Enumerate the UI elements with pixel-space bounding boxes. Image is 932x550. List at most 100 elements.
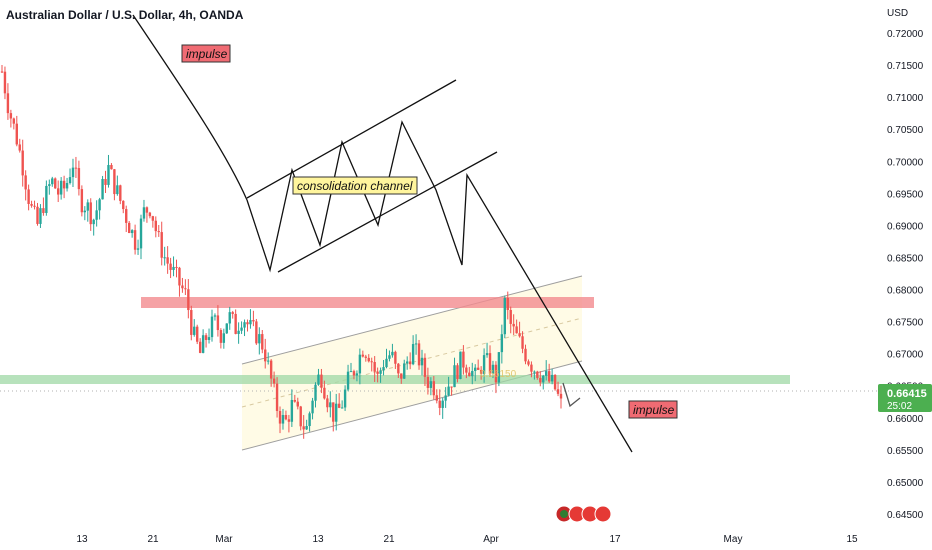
candle-body — [278, 411, 282, 424]
candle-body — [550, 374, 554, 382]
price-axis[interactable]: USD 0.72000 0.71500 0.71000 0.70500 0.70000 0… — [887, 8, 924, 521]
candle-body — [9, 113, 13, 119]
candle-body — [133, 230, 137, 250]
price-tick-label: 0.70000 — [887, 157, 924, 168]
support-zone[interactable] — [0, 375, 790, 384]
price-tick-label: 0.71500 — [887, 61, 924, 72]
time-tick-label: 17 — [609, 534, 621, 545]
candle-body — [113, 169, 116, 195]
candle-body — [317, 374, 320, 385]
candle-body — [323, 387, 326, 399]
candle-body — [337, 403, 341, 408]
candle-body — [207, 337, 211, 340]
candle-body — [361, 354, 365, 357]
impulse-label-box-top[interactable] — [181, 44, 231, 63]
candle-body — [302, 426, 305, 430]
consolidation-label-box[interactable] — [292, 176, 418, 195]
candle-body — [367, 357, 370, 362]
candle-body — [0, 71, 4, 73]
event-flag-icon-4[interactable] — [594, 505, 612, 523]
candle-body — [281, 415, 285, 424]
candle-body — [485, 353, 489, 356]
candle-body — [266, 360, 270, 362]
candle-body — [414, 343, 418, 345]
event-globe-icon — [560, 510, 568, 518]
candle-body — [249, 320, 252, 325]
candle-body — [225, 323, 228, 334]
candle-body — [216, 315, 220, 331]
candle-body — [59, 180, 63, 195]
candle-body — [258, 334, 261, 344]
resistance-zone[interactable] — [141, 297, 594, 308]
candle-body — [293, 399, 297, 402]
candle-body — [417, 343, 421, 366]
candle-body — [542, 375, 545, 383]
time-tick-label: 13 — [312, 534, 324, 545]
candle-body — [509, 310, 512, 324]
candle-body — [163, 257, 166, 259]
candle-body — [198, 341, 202, 353]
candle-body — [275, 383, 279, 412]
time-axis[interactable]: 13 21 Mar 13 21 Apr 17 May 15 — [76, 534, 858, 545]
price-tick-label: 0.69500 — [887, 189, 924, 200]
candle-body — [98, 199, 101, 211]
candle-body — [234, 313, 237, 334]
candle-body — [450, 386, 453, 388]
candle-body — [6, 93, 10, 114]
candle-body — [545, 371, 548, 376]
candle-body — [441, 400, 444, 408]
candle-body — [125, 209, 128, 223]
impulse-label-box-right[interactable] — [628, 400, 678, 419]
time-tick-label: 21 — [383, 534, 395, 545]
candle-body — [172, 266, 175, 270]
channel-price-label: 0.66150 — [480, 369, 517, 380]
candle-body — [530, 364, 533, 372]
candle-body — [178, 267, 181, 286]
candle-body — [45, 185, 48, 213]
candle-body — [21, 150, 24, 176]
candle-body — [210, 316, 214, 338]
projection-arrow-icon — [562, 382, 581, 408]
candle-body — [237, 330, 240, 334]
candle-body — [39, 208, 42, 224]
candle-body — [355, 373, 359, 376]
candle-body — [406, 361, 409, 364]
candle-body — [343, 389, 347, 408]
time-tick-label: Apr — [483, 534, 499, 545]
candle-body — [547, 371, 551, 382]
candle-body — [201, 335, 205, 353]
candle-body — [314, 384, 317, 401]
candle-body — [3, 71, 7, 94]
price-tick-label: 0.68500 — [887, 253, 924, 264]
candle-body — [305, 426, 308, 430]
candle-body — [193, 326, 196, 335]
candle-body — [284, 415, 288, 420]
candle-body — [408, 361, 412, 365]
candle-body — [36, 206, 39, 224]
candle-body — [376, 371, 379, 374]
candle-body — [491, 364, 495, 374]
candle-body — [518, 333, 521, 337]
candle-body — [420, 357, 424, 366]
candle-body — [308, 413, 311, 427]
candle-body — [151, 216, 155, 221]
candle-body — [15, 123, 18, 145]
candle-body — [459, 351, 462, 379]
candle-body — [438, 400, 441, 408]
last-price-value: 0.66415 — [887, 388, 927, 400]
candle-body — [204, 335, 208, 340]
candle-body — [54, 178, 57, 189]
candle-body — [506, 298, 509, 311]
candle-body — [261, 334, 264, 350]
price-tick-label: 0.68000 — [887, 286, 924, 297]
candle-body — [465, 367, 468, 373]
candle-body — [373, 362, 376, 372]
candle-body — [320, 374, 323, 388]
time-tick-label: Mar — [215, 534, 233, 545]
event-icons[interactable] — [555, 505, 612, 523]
candle-body — [190, 310, 193, 335]
symbol-title[interactable]: Australian Dollar / U.S. Dollar, 4h, OAN… — [6, 8, 244, 22]
candle-body — [497, 352, 501, 383]
